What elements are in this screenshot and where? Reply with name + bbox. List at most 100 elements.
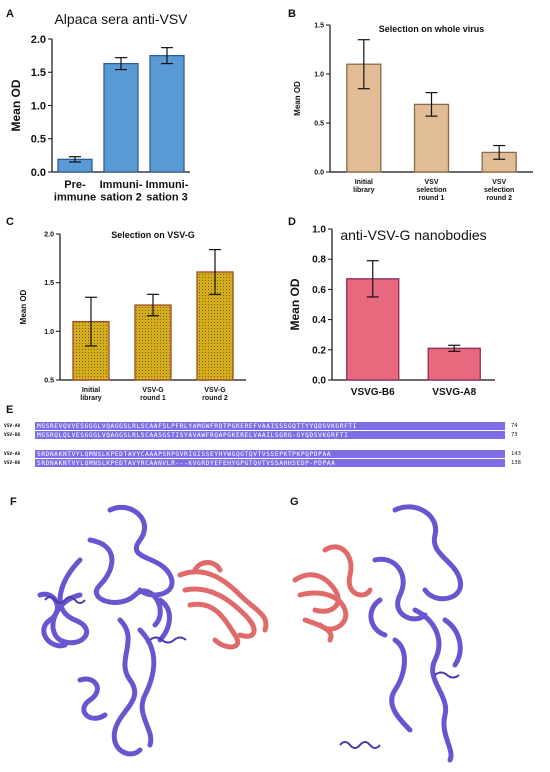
x-tick-label: VSV selection round 2	[484, 179, 514, 202]
x-tick-label: Initial library	[353, 179, 375, 194]
x-tick-label-line: Initial	[355, 179, 373, 186]
bar	[134, 304, 172, 381]
y-tick-label: 1.5	[31, 67, 46, 79]
x-tick-label-line: selection	[484, 187, 514, 194]
y-tick-label: 0.2	[312, 345, 326, 356]
nanobody-ribbon	[177, 560, 269, 650]
alignment-block-1: VSV-A8 MGSREVQVVESGGGLVQAGGSLRLSCAAFSLPF…	[4, 422, 544, 440]
y-tick-label: 1.5	[314, 22, 324, 29]
x-tick-label-line: VSVG-B6	[351, 387, 395, 398]
x-tick-label-line: Initial	[82, 387, 100, 394]
x-tick-label-line: VSVG-A8	[432, 387, 476, 398]
bar	[103, 62, 139, 173]
sequence-alignment: VSV-A8 MGSREVQVVESGGGLVQAGGSLRLSCAAFSLPF…	[4, 422, 544, 468]
nanobody-ribbon	[292, 544, 373, 643]
chart-anti-vsvg-nanobodies: anti-VSV-G nanobodies Mean OD 0.0 0.2 0.4 0.6…	[288, 225, 495, 398]
x-tick-label-line: VSV-G	[204, 387, 226, 394]
panel-label-b: B	[288, 8, 296, 20]
alignment-block-2: VSV-A8 SRDNAKNTVYLQMNSLKPEDTAVYCAAAPSRPG…	[4, 450, 544, 468]
y-tick-label: 0.8	[312, 255, 326, 266]
sequence-end: 143	[511, 451, 521, 457]
y-tick-label: 1.5	[44, 280, 54, 287]
y-axis-label: Mean OD	[19, 289, 28, 324]
y-tick-label: 1.0	[312, 225, 326, 236]
x-tick-label-line: selection	[416, 187, 446, 194]
vsvg-ribbon	[368, 504, 463, 763]
x-tick-label: VSV-G round 2	[202, 387, 228, 402]
sequence-end: 138	[511, 460, 521, 466]
y-tick-label: 0.5	[44, 377, 54, 384]
x-tick-label-line: round 1	[140, 395, 166, 402]
alignment-row: VSV-A8 MGSREVQVVESGGGLVQAGGSLRLSCAAFSLPF…	[4, 422, 544, 431]
x-tick-label-line: round 2	[486, 195, 512, 202]
x-tick-label-line: round 1	[419, 195, 445, 202]
y-tick-label: 0.6	[312, 285, 326, 296]
sequence: SRDNAKNTVYLQMNSLKPEDTAVYCAAAPSRPGVRIGISS…	[35, 450, 505, 458]
sequence: SRDNAKNTVYLQMNSLKPEDTAVYRCAANVLR---KVGRD…	[35, 459, 505, 467]
protein-structure-f	[37, 504, 269, 757]
sequence: MGSRQLQLVESGGGLVQAGGSLRLSCAASGSTISYAVAWF…	[35, 431, 505, 439]
y-axis-label: Mean OD	[288, 278, 302, 330]
y-tick-label: 0.5	[314, 120, 324, 127]
panel-label-d: D	[288, 216, 296, 228]
bar	[427, 347, 481, 381]
panel-label-f: F	[10, 496, 17, 508]
sequence-name: VSV-A8	[4, 452, 21, 457]
sequence-end: 74	[511, 423, 518, 429]
x-tick-label: Pre-immune	[54, 179, 96, 204]
chart-title: anti-VSV-G nanobodies	[340, 227, 486, 243]
sequence-name: VSV-B6	[4, 461, 21, 466]
chart-selection-whole-virus: Selection on whole virus Mean OD 0.0 0.5 1.0…	[293, 22, 533, 202]
x-tick-label-line: sation 2	[100, 192, 142, 204]
alignment-row: VSV-B6 MGSRQLQLVESGGGLVQAGGSLRLSCAASGSTI…	[4, 431, 544, 440]
x-tick-label-line: immune	[54, 192, 96, 204]
sequence-end: 73	[511, 432, 518, 438]
x-tick-label-line: library	[80, 395, 102, 402]
chart-title: Selection on VSV-G	[111, 230, 195, 240]
x-tick-label: VSV selection round 1	[416, 179, 446, 202]
x-tick-label: Immuni-sation 2	[100, 179, 143, 204]
y-tick-label: 2.0	[44, 231, 54, 238]
x-tick-label-line: sation 3	[146, 192, 188, 204]
vsvg-helices	[44, 596, 187, 644]
y-tick-label: 1.0	[31, 100, 46, 112]
x-tick-label: Initial library	[80, 387, 102, 402]
x-tick-label-line: Pre-	[64, 179, 86, 191]
chart-alpaca-sera: Alpaca sera anti-VSV Mean OD 0.0 0.5 1.0 1.5 2…	[9, 11, 190, 204]
protein-structure-g	[292, 504, 463, 763]
sequence-name: VSV-B6	[4, 433, 21, 438]
y-tick-label: 2.0	[31, 34, 46, 46]
x-tick-label-line: Immuni-	[146, 179, 189, 191]
x-tick-label-line: round 2	[202, 395, 228, 402]
alignment-row: VSV-A8 SRDNAKNTVYLQMNSLKPEDTAVYCAAAPSRPG…	[4, 450, 544, 459]
chart-title: Alpaca sera anti-VSV	[54, 11, 188, 27]
panel-label-a: A	[6, 8, 14, 20]
chart-title: Selection on whole virus	[379, 24, 485, 34]
panel-label-e: E	[6, 404, 14, 416]
x-tick-label-line: Immuni-	[100, 179, 143, 191]
y-tick-label: 0.0	[31, 167, 46, 179]
panel-label-g: G	[290, 496, 299, 508]
x-tick-label: Immuni-sation 3	[146, 179, 189, 204]
bar	[149, 54, 185, 173]
x-tick-label: VSVG-B6	[351, 387, 395, 398]
x-tick-label-line: VSV-G	[142, 387, 164, 394]
y-tick-label: 0.4	[312, 315, 326, 326]
y-tick-label: 0.0	[312, 376, 326, 387]
x-tick-label: VSVG-A8	[432, 387, 476, 398]
vsvg-helices	[339, 671, 460, 749]
x-tick-label-line: VSV	[492, 179, 506, 186]
y-axis-label: Mean OD	[293, 81, 302, 116]
y-axis-label: Mean OD	[9, 79, 23, 131]
x-tick-label-line: library	[353, 187, 375, 194]
x-tick-label: VSV-G round 1	[140, 387, 166, 402]
vsvg-ribbon	[37, 504, 175, 757]
y-tick-label: 0.0	[314, 169, 324, 176]
chart-selection-vsvg: Selection on VSV-G Mean OD 0.5 1.0 1.5 2.0 Ini…	[19, 230, 246, 402]
sequence-name: VSV-A8	[4, 424, 21, 429]
sequence: MGSREVQVVESGGGLVQAGGSLRLSCAAFSLPFRLYAMGW…	[35, 422, 505, 430]
y-tick-label: 1.0	[314, 71, 324, 78]
y-tick-label: 1.0	[44, 329, 54, 336]
y-tick-label: 0.5	[31, 134, 46, 146]
panel-label-c: C	[6, 216, 14, 228]
